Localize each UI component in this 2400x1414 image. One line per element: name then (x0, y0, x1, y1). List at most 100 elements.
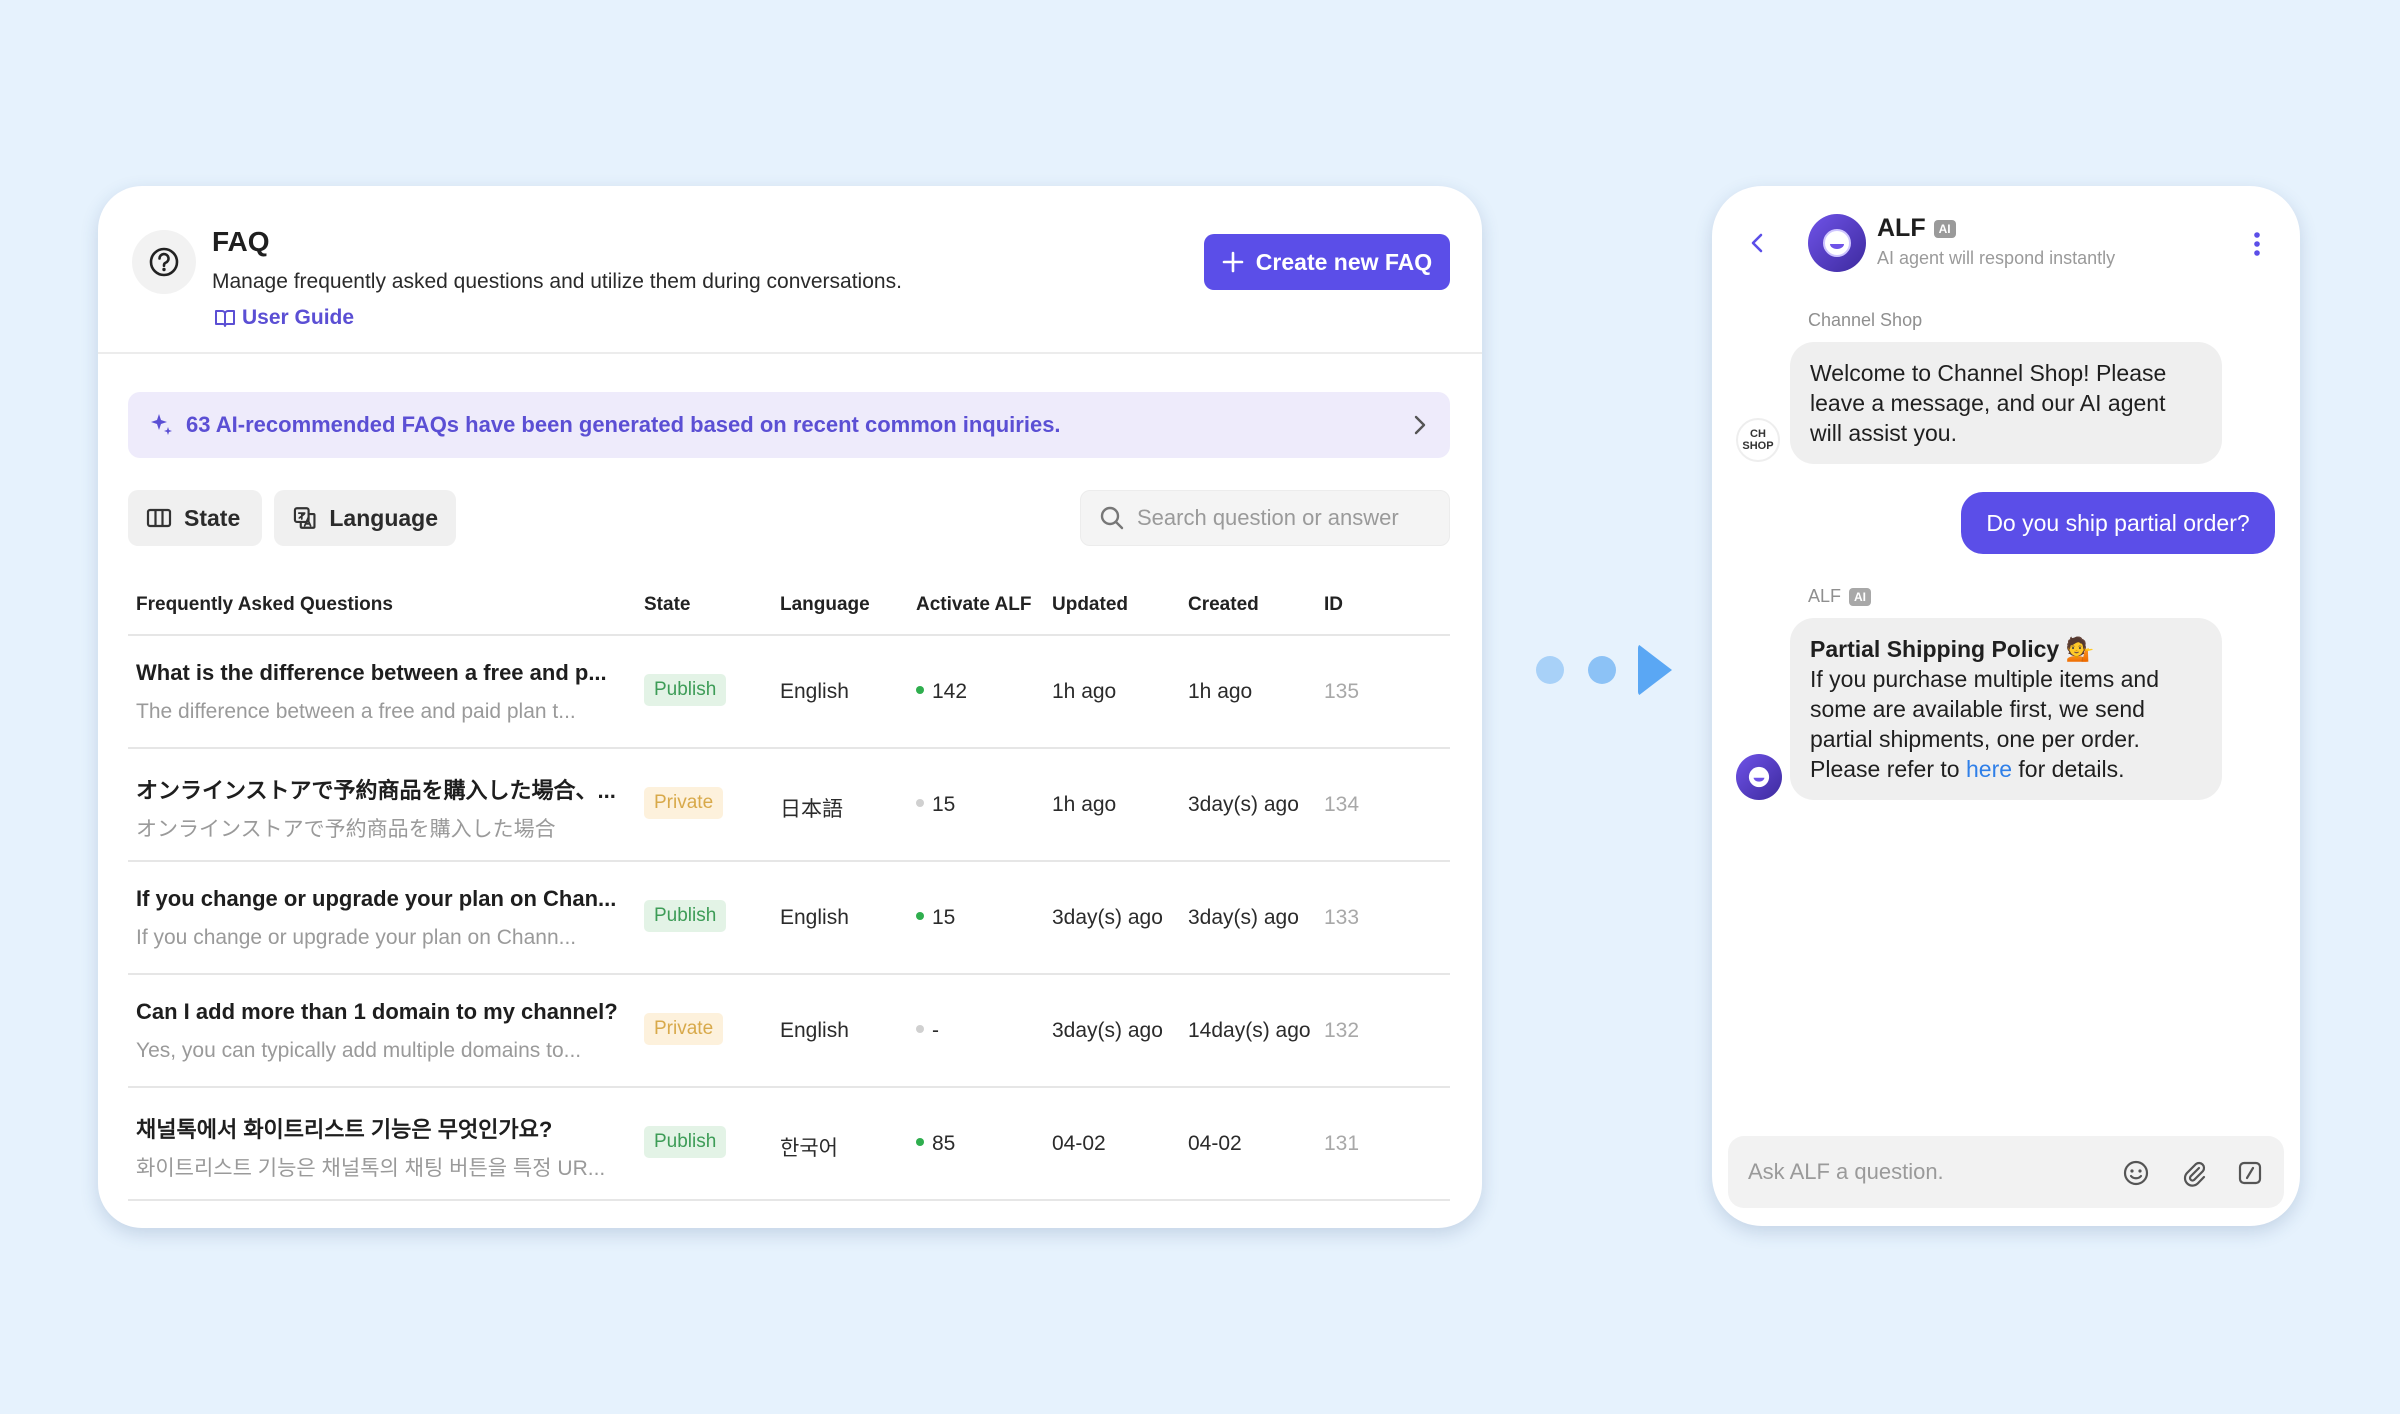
row-activate-alf: 15 (916, 793, 955, 817)
row-language: English (780, 1019, 849, 1042)
row-id: 135 (1324, 680, 1360, 703)
shortcut-icon[interactable] (2236, 1159, 2264, 1187)
user-guide-link[interactable]: User Guide (214, 306, 354, 330)
emoji-icon[interactable] (2122, 1159, 2150, 1187)
shop-avatar-line1: CH (1750, 428, 1766, 440)
column-header-updated[interactable]: Updated (1052, 594, 1128, 615)
chevron-left-icon[interactable] (1746, 226, 1768, 260)
column-header-state[interactable]: State (644, 594, 691, 615)
ai-banner-text: 63 AI-recommended FAQs have been generat… (186, 412, 1061, 437)
row-created: 3day(s) ago (1188, 793, 1299, 816)
alf-avatar (1808, 214, 1866, 272)
status-badge: Publish (644, 674, 727, 706)
row-question: If you change or upgrade your plan on Ch… (136, 886, 617, 911)
reply-title: Partial Shipping Policy 💁 (1810, 636, 2095, 662)
chat-agent-name: ALF AI (1877, 214, 1956, 243)
shop-avatar-line2: SHOP (1742, 440, 1774, 452)
row-question: 채널톡에서 화이트리스트 기능은 무엇인가요? (136, 1117, 553, 1142)
question-circle-icon (132, 230, 196, 294)
connector-dot (1588, 656, 1616, 684)
row-id: 134 (1324, 793, 1360, 816)
row-activate-alf: 142 (916, 680, 967, 704)
row-language: 日本語 (780, 798, 843, 821)
alf-logo-icon (1823, 229, 1851, 257)
row-updated: 1h ago (1052, 680, 1117, 703)
connector-dot (1536, 656, 1564, 684)
state-filter-button[interactable]: State (128, 490, 262, 546)
row-updated: 04-02 (1052, 1132, 1106, 1155)
row-created: 14day(s) ago (1188, 1019, 1311, 1042)
language-filter-button[interactable]: Language (274, 490, 456, 546)
row-question: Can I add more than 1 domain to my chann… (136, 999, 618, 1024)
plus-icon (1222, 251, 1244, 273)
status-badge: Publish (644, 1126, 727, 1158)
attachment-icon[interactable] (2180, 1159, 2208, 1187)
table-row[interactable]: If you change or upgrade your plan on Ch… (128, 862, 1450, 975)
row-created: 3day(s) ago (1188, 906, 1299, 929)
inactive-dot-icon (916, 1025, 924, 1034)
language-filter-label: Language (329, 504, 438, 531)
chevron-right-icon (1414, 415, 1426, 435)
sender-label-shop: Channel Shop (1808, 310, 1923, 330)
search-input[interactable] (1137, 505, 1437, 531)
faq-panel: FAQ Manage frequently asked questions an… (98, 186, 1482, 1228)
search-box[interactable] (1080, 490, 1450, 546)
row-answer: If you change or upgrade your plan on Ch… (136, 926, 577, 949)
column-header-id[interactable]: ID (1324, 594, 1343, 615)
active-dot-icon (916, 912, 924, 921)
alf-avatar-small (1736, 754, 1782, 800)
row-language: English (780, 906, 849, 929)
row-language: English (780, 680, 849, 703)
alf-count: 15 (932, 906, 956, 929)
row-activate-alf: - (916, 1019, 939, 1043)
row-created: 04-02 (1188, 1132, 1242, 1155)
column-header-question[interactable]: Frequently Asked Questions (136, 594, 393, 615)
shop-avatar: CH SHOP (1736, 418, 1780, 462)
sender-alf-text: ALF (1808, 586, 1842, 606)
row-question: オンラインストアで予約商品を購入した場合、... (136, 778, 616, 803)
user-guide-label: User Guide (242, 306, 355, 329)
inactive-dot-icon (916, 799, 924, 808)
row-id: 132 (1324, 1019, 1360, 1042)
alf-count: 142 (932, 680, 968, 703)
row-updated: 3day(s) ago (1052, 1019, 1163, 1042)
sparkle-icon (151, 414, 172, 435)
column-header-created[interactable]: Created (1188, 594, 1259, 615)
row-answer: Yes, you can typically add multiple doma… (136, 1039, 582, 1062)
active-dot-icon (916, 686, 924, 695)
faq-table: Frequently Asked Questions State Languag… (128, 576, 1450, 1201)
more-vertical-icon[interactable] (2252, 230, 2262, 258)
row-question: What is the difference between a free an… (136, 660, 607, 685)
ai-badge: AI (1849, 587, 1872, 606)
column-header-activate-alf[interactable]: Activate ALF (916, 594, 1032, 615)
create-faq-label: Create new FAQ (1255, 248, 1433, 275)
column-header-language[interactable]: Language (780, 594, 870, 615)
reply-link[interactable]: here (1965, 756, 2013, 782)
chat-input-box[interactable] (1728, 1136, 2284, 1208)
chat-panel: ALF AI AI agent will respond instantly C… (1712, 186, 2300, 1226)
table-header: Frequently Asked Questions State Languag… (128, 576, 1450, 636)
table-row[interactable]: Can I add more than 1 domain to my chann… (128, 975, 1450, 1088)
row-id: 133 (1324, 906, 1360, 929)
row-id: 131 (1324, 1132, 1360, 1155)
table-row[interactable]: What is the difference between a free an… (128, 636, 1450, 749)
ai-badge: AI (1933, 219, 1956, 238)
alf-reply-bubble: Partial Shipping Policy 💁 If you purchas… (1790, 618, 2222, 800)
chat-agent-subtitle: AI agent will respond instantly (1877, 248, 2116, 268)
user-message-bubble: Do you ship partial order? (1961, 492, 2275, 554)
flow-connector (1530, 640, 1680, 700)
translate-icon (293, 507, 316, 529)
page-description: Manage frequently asked questions and ut… (212, 270, 902, 293)
book-icon (215, 310, 235, 327)
play-arrow-icon (1638, 644, 1672, 696)
ai-recommendation-banner[interactable]: 63 AI-recommended FAQs have been generat… (128, 392, 1450, 458)
status-badge: Publish (644, 900, 727, 932)
row-language: 한국어 (780, 1137, 838, 1160)
chat-message-input[interactable] (1748, 1159, 2108, 1185)
row-created: 1h ago (1188, 680, 1253, 703)
create-faq-button[interactable]: Create new FAQ (1204, 234, 1450, 290)
table-row[interactable]: オンラインストアで予約商品を購入した場合、... オンラインストアで予約商品を購… (128, 749, 1450, 862)
table-row[interactable]: 채널톡에서 화이트리스트 기능은 무엇인가요? 화이트리스트 기능은 채널톡의 … (128, 1088, 1450, 1201)
row-answer: 화이트리스트 기능은 채널톡의 채팅 버튼을 특정 UR... (136, 1157, 606, 1180)
reply-body: If you purchase multiple items and some … (1810, 666, 2160, 782)
